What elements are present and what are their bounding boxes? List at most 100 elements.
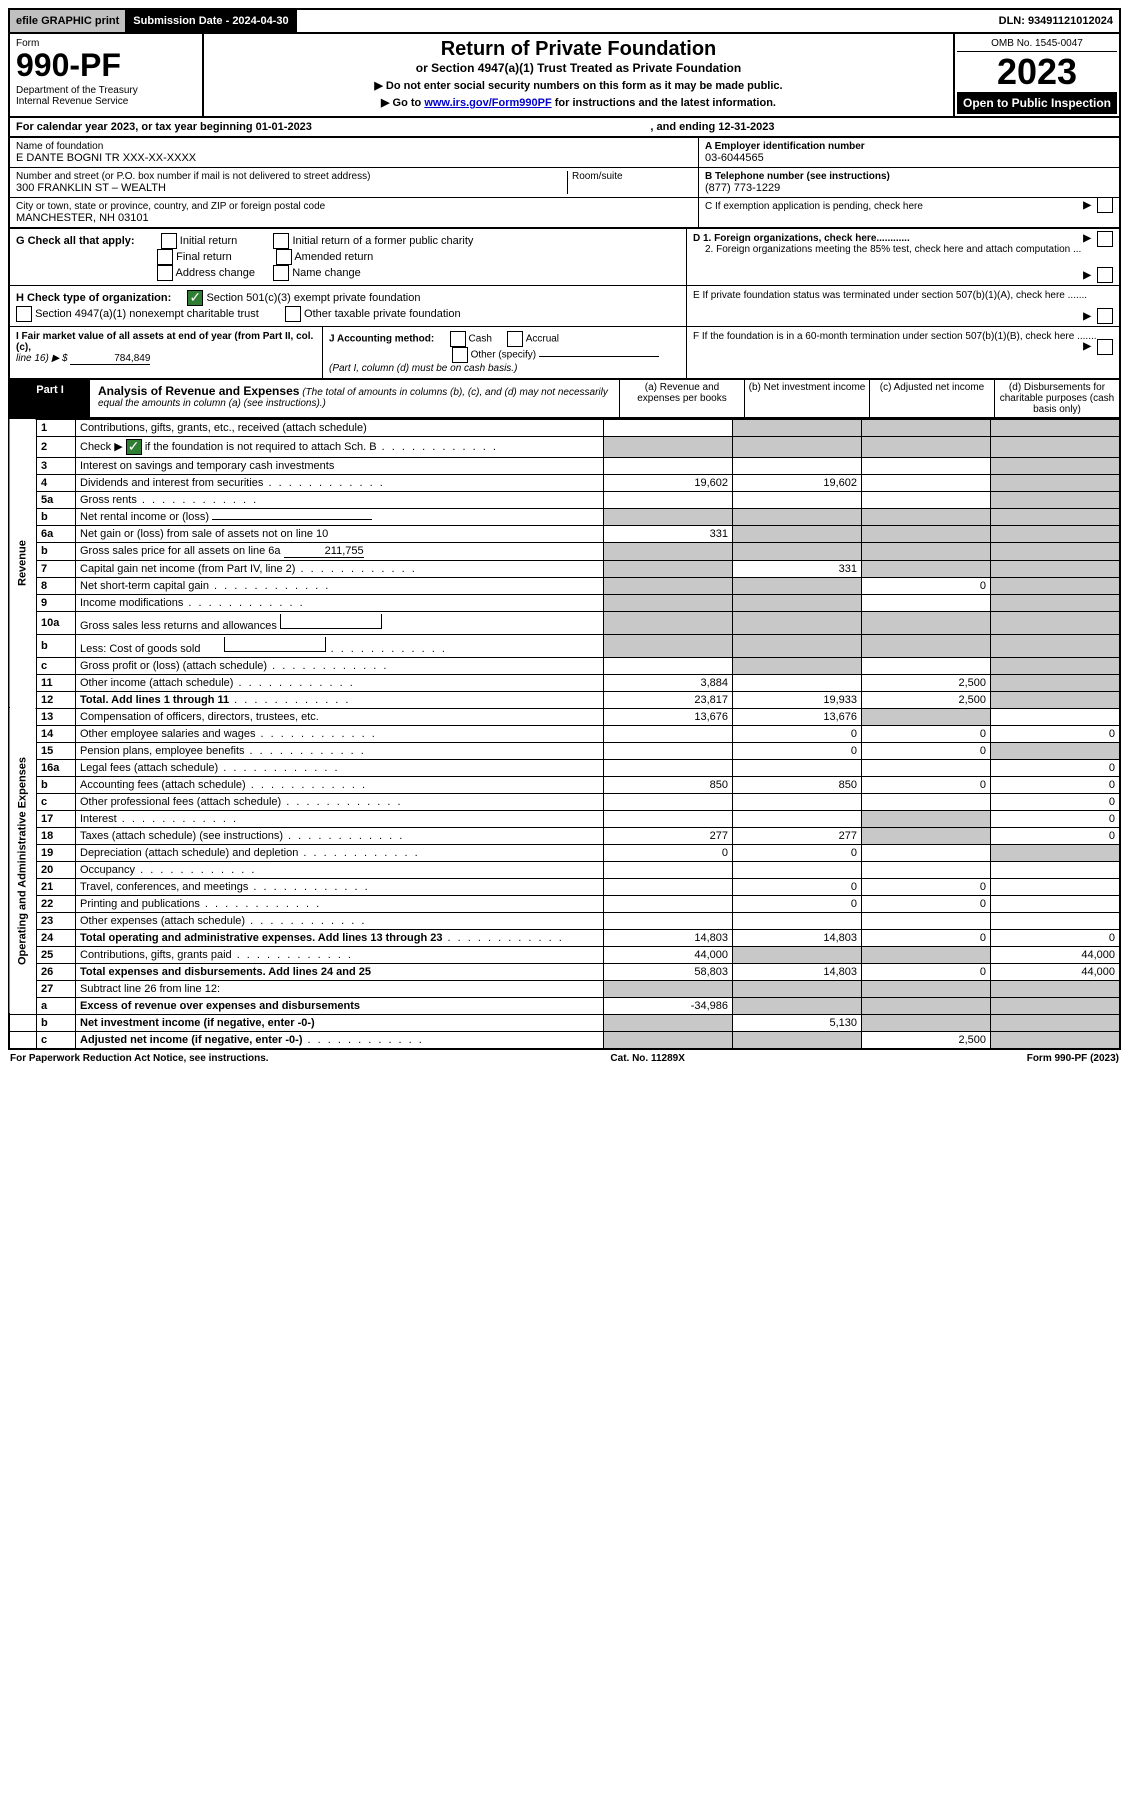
line-desc: Other professional fees (attach schedule… (76, 793, 604, 810)
line-no: 9 (37, 594, 76, 611)
instr2-post: for instructions and the latest informat… (552, 97, 776, 109)
table-row: 12Total. Add lines 1 through 1123,81719,… (9, 691, 1120, 708)
form-instruction-1: ▶ Do not enter social security numbers o… (212, 79, 945, 92)
initial-return-former-checkbox[interactable] (273, 233, 289, 249)
line-desc: Other employee salaries and wages (76, 725, 604, 742)
table-row: bAccounting fees (attach schedule)850850… (9, 776, 1120, 793)
table-row: 8Net short-term capital gain0 (9, 577, 1120, 594)
initial-return-checkbox[interactable] (161, 233, 177, 249)
initial-return-former-label: Initial return of a former public charit… (292, 235, 473, 247)
line-no: c (37, 657, 76, 674)
amt-c: 0 (862, 742, 991, 759)
line-no: 17 (37, 810, 76, 827)
line-no: 22 (37, 895, 76, 912)
instr2-pre: ▶ Go to (381, 97, 424, 109)
foundation-name-label: Name of foundation (16, 141, 692, 152)
accrual-checkbox[interactable] (507, 331, 523, 347)
line-desc: Depreciation (attach schedule) and deple… (76, 844, 604, 861)
line-desc: Printing and publications (76, 895, 604, 912)
box-j-label: J Accounting method: (329, 333, 434, 344)
page-footer: For Paperwork Reduction Act Notice, see … (8, 1050, 1121, 1064)
cash-checkbox[interactable] (450, 331, 466, 347)
4947a1-label: Section 4947(a)(1) nonexempt charitable … (35, 308, 259, 320)
exemption-pending-checkbox[interactable] (1097, 197, 1113, 213)
foreign-org-checkbox[interactable] (1097, 231, 1113, 247)
line-desc: Compensation of officers, directors, tru… (76, 708, 604, 725)
line-no: 18 (37, 827, 76, 844)
table-row: bGross sales price for all assets on lin… (9, 542, 1120, 560)
table-row: 24Total operating and administrative exp… (9, 929, 1120, 946)
amt-a: 331 (604, 525, 733, 542)
box-e-label: E If private foundation status was termi… (693, 290, 1087, 301)
box-g-label: G Check all that apply: (16, 235, 135, 247)
amended-return-checkbox[interactable] (276, 249, 292, 265)
amt-a: 44,000 (604, 946, 733, 963)
phone-label: B Telephone number (see instructions) (705, 171, 890, 182)
tax-year: 2023 (957, 52, 1117, 92)
amt-a: 277 (604, 827, 733, 844)
line-no: c (37, 793, 76, 810)
address-label: Number and street (or P.O. box number if… (16, 171, 567, 182)
amt-c: 0 (862, 929, 991, 946)
table-row: 19Depreciation (attach schedule) and dep… (9, 844, 1120, 861)
507b1a-checkbox[interactable] (1097, 308, 1113, 324)
table-row: 16aLegal fees (attach schedule)0 (9, 759, 1120, 776)
amt-c: 0 (862, 776, 991, 793)
foreign-85pct-checkbox[interactable] (1097, 267, 1113, 283)
4947a1-checkbox[interactable] (16, 306, 32, 322)
line-no: 5a (37, 491, 76, 508)
form990pf-link[interactable]: www.irs.gov/Form990PF (424, 97, 551, 109)
part-i-header: Part I Analysis of Revenue and Expenses … (8, 380, 1121, 419)
room-suite-label: Room/suite (572, 171, 692, 182)
city-state-zip: MANCHESTER, NH 03101 (16, 212, 692, 224)
line-no: 8 (37, 577, 76, 594)
efile-print-button[interactable]: efile GRAPHIC print (10, 10, 127, 32)
table-row: bLess: Cost of goods sold (9, 634, 1120, 657)
part-i-title: Analysis of Revenue and Expenses (98, 384, 299, 398)
line-desc: Occupancy (76, 861, 604, 878)
footer-form-ref: Form 990-PF (2023) (1027, 1053, 1119, 1064)
sch-b-checkbox[interactable] (126, 439, 142, 455)
cal-year-end: , and ending 12-31-2023 (650, 121, 774, 133)
501c3-label: Section 501(c)(3) exempt private foundat… (206, 292, 420, 304)
other-specify-checkbox[interactable] (452, 347, 468, 363)
amt-a: 13,676 (604, 708, 733, 725)
line-desc: Pension plans, employee benefits (76, 742, 604, 759)
table-row: bNet rental income or (loss) (9, 508, 1120, 525)
line-desc: Travel, conferences, and meetings (76, 878, 604, 895)
table-row: aExcess of revenue over expenses and dis… (9, 997, 1120, 1014)
amt-b: 13,676 (733, 708, 862, 725)
table-row: 10aGross sales less returns and allowanc… (9, 611, 1120, 634)
box-i-label: I Fair market value of all assets at end… (16, 331, 313, 353)
final-return-checkbox[interactable] (157, 249, 173, 265)
table-row: cGross profit or (loss) (attach schedule… (9, 657, 1120, 674)
line-desc: Net rental income or (loss) (76, 508, 604, 525)
amt-c: 0 (862, 725, 991, 742)
name-change-checkbox[interactable] (273, 265, 289, 281)
amt-a: 0 (604, 844, 733, 861)
line-desc: Total operating and administrative expen… (76, 929, 604, 946)
table-row: 14Other employee salaries and wages000 (9, 725, 1120, 742)
address-change-checkbox[interactable] (157, 265, 173, 281)
line-no: 14 (37, 725, 76, 742)
line-no: 20 (37, 861, 76, 878)
line-desc: Dividends and interest from securities (76, 474, 604, 491)
amt-a: 58,803 (604, 963, 733, 980)
box-d2-label: 2. Foreign organizations meeting the 85%… (693, 244, 1113, 255)
other-taxable-checkbox[interactable] (285, 306, 301, 322)
other-taxable-label: Other taxable private foundation (304, 308, 461, 320)
form-instruction-2: ▶ Go to www.irs.gov/Form990PF for instru… (212, 96, 945, 109)
501c3-checkbox[interactable] (187, 290, 203, 306)
line-desc: Contributions, gifts, grants paid (76, 946, 604, 963)
amt-b: 0 (733, 878, 862, 895)
507b1b-checkbox[interactable] (1097, 339, 1113, 355)
line-no: 19 (37, 844, 76, 861)
table-row: cOther professional fees (attach schedul… (9, 793, 1120, 810)
amt-c: 0 (862, 895, 991, 912)
foundation-name: E DANTE BOGNI TR XXX-XX-XXXX (16, 152, 692, 164)
line-no: 12 (37, 691, 76, 708)
line-no: 24 (37, 929, 76, 946)
form-title: Return of Private Foundation (212, 38, 945, 61)
amt-d: 0 (991, 810, 1121, 827)
dln: DLN: 93491121012024 (993, 10, 1119, 32)
